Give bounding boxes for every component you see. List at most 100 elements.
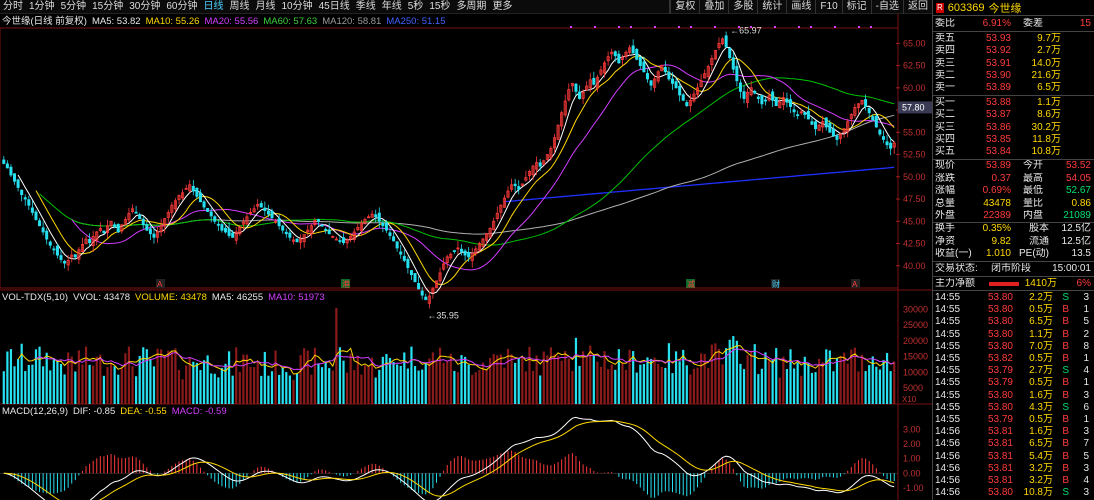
period-tab-5[interactable]: 60分钟 — [166, 0, 198, 12]
period-tab-13[interactable]: 5秒 — [407, 0, 424, 12]
event-marker — [341, 279, 350, 288]
tool-button-8[interactable]: 返回 — [903, 0, 932, 14]
price-tick-label: 65.00 — [903, 38, 926, 48]
candle-body — [302, 234, 306, 243]
tool-button-2[interactable]: 多股 — [728, 0, 757, 14]
volume-bar — [177, 369, 181, 404]
period-tab-14[interactable]: 15秒 — [429, 0, 451, 12]
period-tab-10[interactable]: 45日线 — [318, 0, 350, 12]
candle-body — [771, 91, 775, 101]
sell-label: 卖二 — [935, 69, 955, 81]
volume-ma10-line — [35, 348, 895, 371]
volume-bar — [746, 354, 749, 404]
candle-body — [560, 112, 564, 127]
volume-bar — [692, 368, 696, 404]
candle-body — [38, 220, 42, 227]
candle-body — [867, 107, 871, 114]
candle-body — [291, 239, 295, 242]
quote-label-2: 最高 — [1023, 172, 1043, 184]
period-tab-2[interactable]: 5分钟 — [60, 0, 87, 12]
tool-button-5[interactable]: F10 — [815, 0, 841, 14]
tool-button-6[interactable]: 标记 — [841, 0, 871, 14]
buy-price: 53.87 — [985, 109, 1011, 121]
period-tab-6[interactable]: 日线 — [203, 0, 224, 12]
panel-divider — [933, 159, 1094, 160]
tool-button-4[interactable]: 画线 — [786, 0, 815, 14]
volume-bar — [99, 354, 102, 404]
volume-bar — [285, 372, 288, 404]
period-tab-3[interactable]: 15分钟 — [92, 0, 124, 12]
event-marker-label: 减 — [687, 279, 695, 289]
ma60-label: MA60: 57.63 — [263, 16, 318, 27]
candle-body — [163, 218, 167, 227]
price-tick-label: 40.00 — [903, 261, 926, 271]
period-tab-8[interactable]: 月线 — [255, 0, 276, 12]
tick-volume: 1.6万 — [1029, 426, 1053, 438]
candle-body — [123, 219, 127, 226]
quote-value-2: 21089 — [1063, 210, 1091, 221]
stat-row: 换手 0.35% 股本 12.5亿 — [935, 223, 1092, 235]
volume-bar — [778, 377, 781, 404]
candle-body — [599, 69, 603, 75]
sell-label: 卖三 — [935, 57, 955, 69]
buy-qty: 10.8万 — [1031, 146, 1061, 158]
period-tab-12[interactable]: 年线 — [381, 0, 402, 12]
vol-ma10-label: MA10: 51973 — [268, 292, 325, 303]
tool-button-3[interactable]: 统计 — [757, 0, 786, 14]
tool-button-7[interactable]: -自选 — [870, 0, 903, 14]
volume-bar — [288, 375, 291, 404]
stat-value: 1.010 — [985, 248, 1011, 260]
candle-body — [485, 233, 489, 241]
candle-body — [266, 210, 270, 215]
volume-bar — [278, 374, 281, 404]
candle-body — [696, 87, 700, 95]
candle-body — [156, 231, 160, 238]
candle-body — [352, 231, 356, 240]
buy-label: 买二 — [935, 109, 955, 121]
period-tab-4[interactable]: 30分钟 — [129, 0, 161, 12]
event-marker — [771, 279, 780, 288]
candle-body — [288, 232, 292, 238]
candle-body — [549, 147, 553, 158]
period-tab-1[interactable]: 1分钟 — [29, 0, 55, 12]
sell-price: 53.90 — [985, 69, 1011, 81]
volume-bar — [388, 357, 392, 404]
event-marker-label: 港 — [342, 279, 350, 289]
volume-bar — [227, 351, 231, 404]
period-tab-0[interactable]: 分时 — [3, 0, 23, 12]
volume-bar — [499, 354, 502, 404]
volume-bar — [206, 355, 209, 404]
period-tab-11[interactable]: 季线 — [355, 0, 376, 12]
candle-body — [359, 222, 363, 232]
signal-dot — [594, 26, 596, 28]
period-tab-7[interactable]: 周线 — [229, 0, 250, 12]
candle-body — [55, 245, 59, 256]
chart-canvas[interactable]: 65.0062.5060.0057.5055.0052.5050.0047.50… — [0, 0, 932, 500]
volume-bar — [660, 366, 663, 404]
period-tab-15[interactable]: 多周期 — [456, 0, 487, 12]
period-toolbar: 分时 1分钟 5分钟 15分钟 30分钟 60分钟 日线 周线 月线 10分钟 45日线 季线 年线 5秒… — [0, 0, 932, 14]
candle-body — [842, 128, 846, 133]
macd-tick-label: 1.00 — [903, 454, 921, 464]
candle-body — [88, 239, 92, 244]
period-tab-9[interactable]: 10分钟 — [281, 0, 313, 12]
quote-label: 涨跌 — [935, 172, 955, 184]
tool-button-1[interactable]: 叠加 — [699, 0, 728, 14]
volume-bar — [220, 368, 224, 404]
quote-value-2: 0.86 — [1071, 197, 1091, 209]
volume-bar — [889, 371, 892, 404]
tool-button-0[interactable]: 复权 — [670, 0, 699, 14]
quote-label: 现价 — [935, 160, 955, 171]
ma120-label: MA120: 58.81 — [322, 16, 382, 27]
volume-bar — [306, 350, 309, 404]
volume-bar — [24, 371, 27, 404]
volume-bar — [785, 369, 789, 404]
tick-price: 53.80 — [987, 328, 1013, 340]
period-tab-16[interactable]: 更多 — [492, 0, 513, 12]
tick-volume: 0.5万 — [1029, 353, 1053, 364]
candle-body — [131, 208, 135, 212]
tick-volume: 3.2万 — [1029, 475, 1053, 486]
candle-body — [234, 231, 238, 241]
volume-bar — [295, 372, 299, 404]
volume-bar — [142, 347, 145, 404]
